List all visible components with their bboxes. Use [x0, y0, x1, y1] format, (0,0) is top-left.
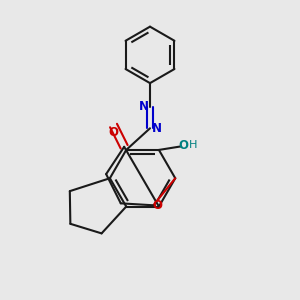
Text: O: O	[109, 127, 118, 140]
Text: H: H	[189, 140, 197, 151]
Text: O: O	[153, 199, 163, 212]
Text: N: N	[139, 100, 148, 113]
Text: O: O	[178, 139, 189, 152]
Text: N: N	[152, 122, 161, 135]
